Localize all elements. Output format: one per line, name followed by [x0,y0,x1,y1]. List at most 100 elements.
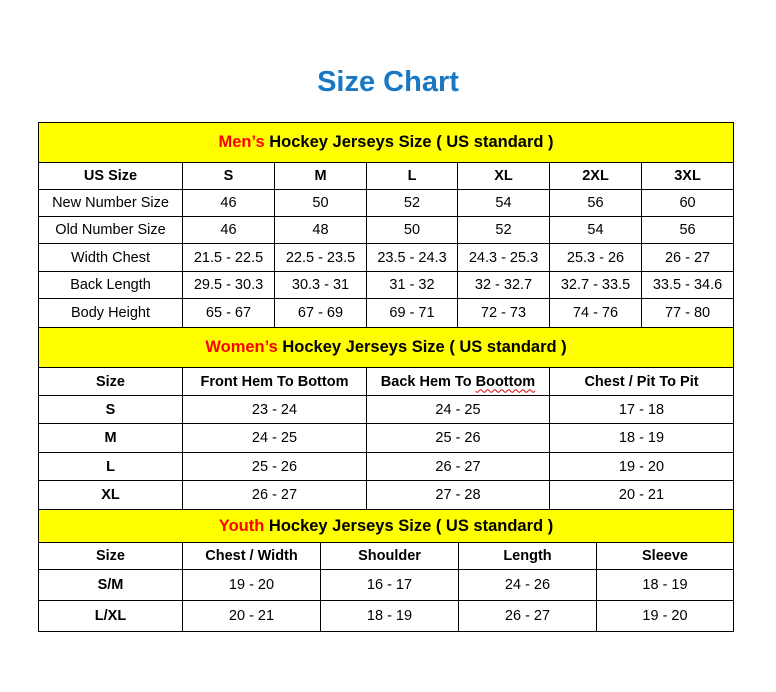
column-header-row: US Size S M L XL 2XL 3XL [38,162,735,190]
table-cell: 24 - 25 [182,423,367,453]
table-cell: 46 [182,216,275,244]
table-cell: 19 - 20 [595,600,735,632]
column-header: L [366,162,458,190]
section-header-highlight: Youth [218,516,265,535]
column-header: Shoulder [320,542,459,570]
column-header: Length [458,542,597,570]
table-row: L/XL 20 - 21 18 - 19 26 - 27 19 - 20 [38,600,735,632]
table-row: New Number Size 46 50 52 54 56 60 [38,189,735,217]
women-size-table: Women’s Hockey Jerseys Size ( US standar… [37,327,735,510]
table-cell: 21.5 - 22.5 [182,243,275,272]
table-cell: 19 - 20 [548,452,735,481]
section-header-highlight: Men’s [218,133,265,151]
table-cell: 72 - 73 [457,298,550,328]
table-cell: 74 - 76 [549,298,642,328]
table-row: Width Chest 21.5 - 22.5 22.5 - 23.5 23.5 - … [38,243,735,272]
table-cell: 60 [640,189,735,217]
table-cell: 56 [549,189,642,217]
table-row: XL 26 - 27 27 - 28 20 - 21 [38,480,735,510]
column-header: 2XL [549,162,642,190]
section-header-text: Hockey Jerseys Size ( US standard ) [264,516,554,535]
women-section-header: Women’s Hockey Jerseys Size ( US standar… [37,327,735,368]
table-cell: 54 [549,216,642,244]
table-cell: 32.7 - 33.5 [549,271,642,299]
table-cell: 23.5 - 24.3 [366,243,458,272]
men-size-table: Men’s Hockey Jerseys Size ( US standard … [37,122,735,328]
table-cell: 31 - 32 [366,271,458,299]
column-header: Size [38,542,183,570]
men-section-header: Men’s Hockey Jerseys Size ( US standard … [37,122,735,163]
column-header: M [274,162,367,190]
table-row: S/M 19 - 20 16 - 17 24 - 26 18 - 19 [38,569,735,601]
youth-section-header: Youth Hockey Jerseys Size ( US standard … [37,509,735,543]
page-title: Size Chart [317,66,459,98]
table-cell: 46 [182,189,275,217]
table-cell: 16 - 17 [320,569,459,601]
section-header-highlight: Women’s [205,338,278,356]
table-cell: 23 - 24 [182,395,367,424]
column-header: S [182,162,275,190]
row-label: L [38,452,183,481]
table-cell: 24.3 - 25.3 [457,243,550,272]
table-cell: 25 - 26 [182,452,367,481]
column-header-row: Size Chest / Width Shoulder Length Sleeve [38,542,735,570]
table-cell: 52 [366,189,458,217]
row-label: M [38,423,183,453]
column-header: Back Hem To Boottom [366,367,550,396]
table-row: S 23 - 24 24 - 25 17 - 18 [38,395,735,424]
row-label: S/M [38,569,183,601]
table-row: M 24 - 25 25 - 26 18 - 19 [38,423,735,453]
table-cell: 26 - 27 [182,480,367,510]
row-label: L/XL [38,600,183,632]
column-header-row: Size Front Hem To Bottom Back Hem To Boott… [38,367,735,396]
row-label: Body Height [38,298,183,328]
table-cell: 25.3 - 26 [549,243,642,272]
table-row: Back Length 29.5 - 30.3 30.3 - 31 31 - 32 32… [38,271,735,299]
table-cell: 26 - 27 [458,600,597,632]
table-cell: 77 - 80 [640,298,735,328]
row-label: S [38,395,183,424]
table-row: Body Height 65 - 67 67 - 69 69 - 71 72 - 73 7… [38,298,735,328]
table-cell: 50 [366,216,458,244]
table-cell: 26 - 27 [366,452,550,481]
table-cell: 27 - 28 [366,480,550,510]
table-cell: 30.3 - 31 [274,271,367,299]
table-cell: 18 - 19 [320,600,459,632]
table-cell: 18 - 19 [548,423,735,453]
column-header: US Size [38,162,183,190]
table-row: Old Number Size 46 48 50 52 54 56 [38,216,735,244]
table-cell: 24 - 25 [366,395,550,424]
table-cell: 67 - 69 [274,298,367,328]
column-header: Size [38,367,183,396]
table-cell: 33.5 - 34.6 [640,271,735,299]
table-cell: 20 - 21 [548,480,735,510]
row-label: Back Length [38,271,183,299]
table-cell: 24 - 26 [458,569,597,601]
row-label: XL [38,480,183,510]
table-cell: 32 - 32.7 [457,271,550,299]
table-cell: 19 - 20 [182,569,321,601]
row-label: Old Number Size [38,216,183,244]
table-cell: 17 - 18 [548,395,735,424]
column-header: XL [457,162,550,190]
table-row: L 25 - 26 26 - 27 19 - 20 [38,452,735,481]
table-cell: 48 [274,216,367,244]
column-header: Chest / Width [182,542,321,570]
table-cell: 25 - 26 [366,423,550,453]
table-cell: 18 - 19 [595,569,735,601]
column-header: Sleeve [595,542,735,570]
table-cell: 69 - 71 [366,298,458,328]
section-header-text: Hockey Jerseys Size ( US standard ) [264,133,554,151]
table-cell: 50 [274,189,367,217]
table-cell: 29.5 - 30.3 [182,271,275,299]
row-label: New Number Size [38,189,183,217]
table-cell: 22.5 - 23.5 [274,243,367,272]
table-cell: 52 [457,216,550,244]
column-header: Chest / Pit To Pit [548,367,735,396]
section-header-text: Hockey Jerseys Size ( US standard ) [277,338,567,356]
table-cell: 20 - 21 [182,600,321,632]
column-header: 3XL [640,162,735,190]
table-cell: 26 - 27 [640,243,735,272]
row-label: Width Chest [38,243,183,272]
youth-size-table: Youth Hockey Jerseys Size ( US standard … [37,509,735,632]
